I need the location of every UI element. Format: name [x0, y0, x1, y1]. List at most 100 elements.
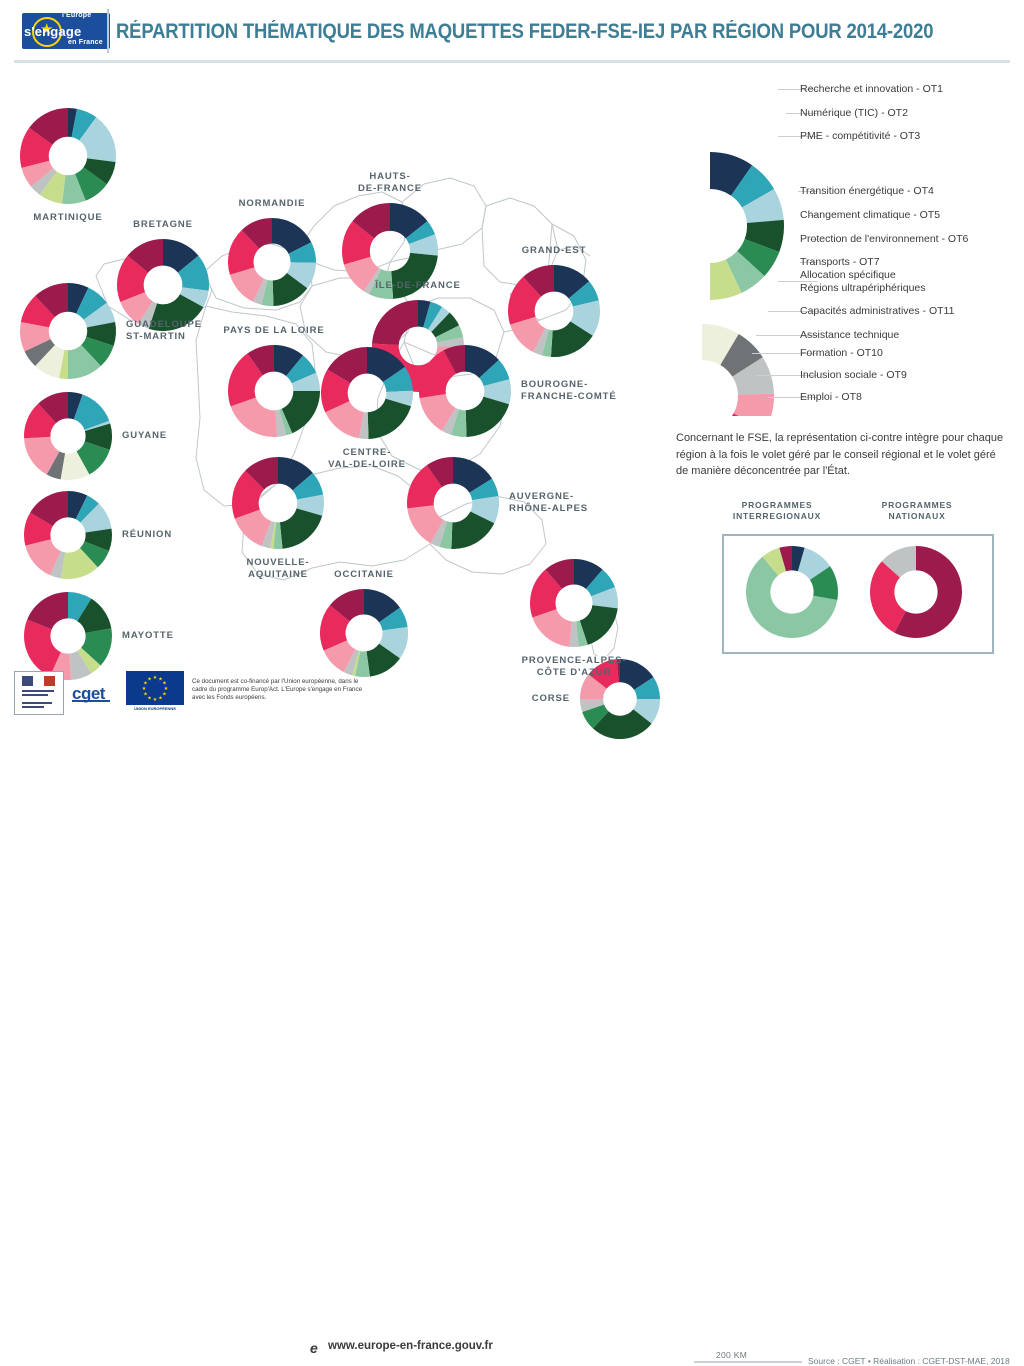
region-donut-réunion[interactable] — [22, 489, 114, 581]
donut-segment — [24, 512, 53, 546]
region-label: PAYS DE LA LOIRE — [223, 325, 325, 336]
donut-segment — [84, 420, 111, 432]
donut-segment — [439, 521, 453, 549]
legend-label-ot8: Emploi - OT8 — [800, 391, 862, 403]
region-label: RÉUNION — [122, 529, 173, 540]
donut-segment — [228, 230, 260, 275]
eu-star: ★ — [162, 681, 167, 687]
donut-segment — [465, 396, 510, 437]
donut-segment — [39, 171, 66, 204]
cget-logo: cget — [72, 684, 105, 703]
eu-star: ★ — [162, 692, 167, 698]
donut-segment — [580, 699, 605, 712]
region-donut-mayotte[interactable] — [22, 590, 114, 682]
logo-europe-sengage: ★ l'Europe s'engage en France — [10, 9, 112, 53]
donut-segment — [570, 300, 600, 336]
donut-segment — [77, 647, 101, 674]
region-label: GUADELOUPE ST-MARTIN — [126, 319, 203, 342]
region-donut-bretagne[interactable] — [115, 237, 211, 333]
legend-label-ot10: Formation - OT10 — [800, 347, 883, 359]
donut-segment — [710, 152, 753, 196]
donut-segment — [569, 621, 579, 647]
donut-segment — [616, 659, 620, 683]
donut-segment — [575, 620, 588, 647]
donut-segment — [68, 491, 88, 520]
eu-star: ★ — [147, 676, 152, 682]
donut-segment — [470, 496, 499, 524]
donut-segment — [428, 306, 450, 332]
eu-star: ★ — [158, 676, 163, 682]
page-header: ★ l'Europe s'engage en France RÉPARTITIO… — [0, 0, 1024, 66]
legend-leader-line — [752, 353, 818, 354]
region-donut-nouvelle-aquitaine[interactable] — [230, 455, 326, 551]
legend-leader-line — [778, 281, 818, 282]
region-donut-grand-est[interactable] — [506, 263, 602, 359]
donut-segment — [229, 267, 264, 302]
region-label: GRAND-EST — [521, 245, 587, 256]
website-url[interactable]: www.europe-en-france.gouv.fr — [328, 1340, 493, 1352]
region-label: ÎLE-DE-FRANCE — [375, 280, 461, 291]
donut-segment — [73, 394, 110, 430]
donut-segment — [24, 619, 61, 677]
donut-segment — [367, 347, 405, 383]
region-label: NORMANDIE — [238, 198, 306, 209]
donut-segment — [27, 592, 68, 630]
donut-segment — [379, 627, 408, 659]
donut-segment — [68, 283, 89, 314]
region-label: MARTINIQUE — [33, 212, 103, 223]
donut-segment — [710, 259, 742, 300]
donut-segment — [21, 160, 54, 187]
donut-segment — [431, 312, 460, 338]
donut-segment — [453, 457, 493, 493]
programmes-interregionaux-title: PROGRAMMES INTERREGIONAUX — [732, 500, 822, 521]
donut-segment — [391, 252, 438, 299]
eu-star: ★ — [153, 697, 158, 703]
donut-segment — [574, 559, 603, 589]
donut-segment — [737, 238, 780, 277]
donut-segment — [69, 650, 92, 680]
region-donut-martinique[interactable] — [18, 106, 118, 206]
donut-segment — [327, 347, 367, 384]
region-label: MAYOTTE — [122, 630, 174, 641]
legend-label-ot7: Transports - OT7 — [800, 256, 880, 268]
donut-segment — [275, 409, 287, 437]
legend-leader-line — [798, 191, 818, 192]
donut-segment — [541, 329, 553, 357]
region-donut-centre-val-de-loire[interactable] — [319, 345, 415, 441]
donut-segment — [442, 407, 460, 435]
donut-segment — [367, 398, 412, 439]
region-donut-provence-alpes-côte-d-azur[interactable] — [528, 557, 620, 649]
donut-segment — [24, 339, 55, 366]
donut-segment — [25, 539, 61, 576]
legend-panel: Recherche et innovation - OT1 Numérique (… — [660, 66, 1024, 468]
region-donut-auvergne-rhône-alpes[interactable] — [405, 455, 501, 551]
donut-segment — [59, 349, 68, 379]
donut-segment — [479, 359, 510, 387]
donut-segment — [247, 345, 274, 376]
donut-segment — [451, 511, 495, 549]
scale-bar — [694, 1361, 802, 1363]
donut-segment — [228, 353, 263, 407]
donut-segment — [24, 403, 57, 439]
region-label: AUVERGNE- RHÔNE-ALPES — [509, 491, 589, 514]
donut-segment — [83, 302, 116, 328]
donut-segment — [579, 605, 618, 645]
donut-segment — [423, 301, 443, 330]
donut-segment — [568, 281, 599, 307]
region-donut-occitanie[interactable] — [318, 587, 410, 679]
region-donut-hauts-de-france[interactable] — [340, 201, 440, 301]
donut-segment — [881, 546, 916, 578]
donut-segment — [292, 472, 324, 500]
donut-segment — [278, 457, 313, 491]
region-donut-bourogne-franche-comté[interactable] — [417, 343, 513, 439]
region-donut-normandie[interactable] — [226, 216, 318, 308]
legend-leader-line — [786, 113, 818, 114]
region-donut-pays-de-la-loire[interactable] — [226, 343, 322, 439]
donut-segment — [279, 508, 323, 549]
region-donut-guyane[interactable] — [22, 390, 114, 482]
region-donut-guadeloupe-st-martin[interactable] — [18, 281, 118, 381]
legend-leader-line — [778, 89, 818, 90]
donut-segment — [68, 392, 83, 420]
legend-label-ot9: Inclusion sociale - OT9 — [800, 369, 907, 381]
donut-segment — [291, 372, 320, 391]
